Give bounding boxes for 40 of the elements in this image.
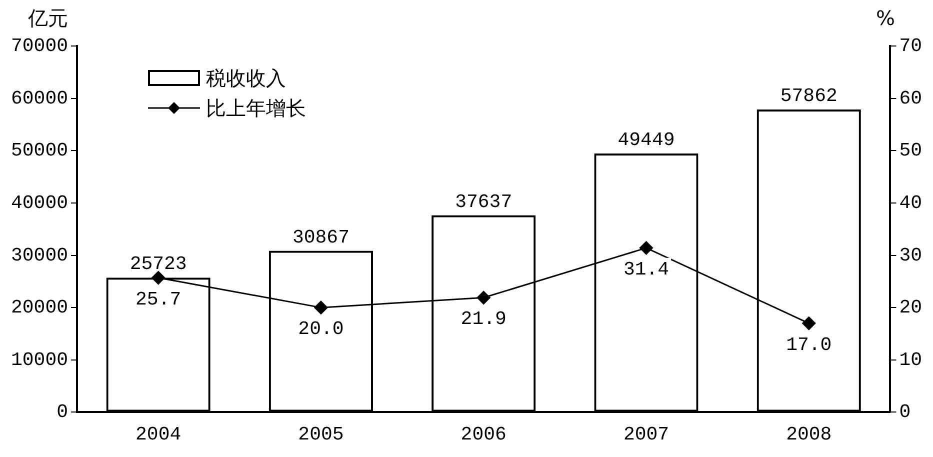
point bbox=[152, 271, 166, 285]
y2-axis-title: % bbox=[876, 6, 895, 30]
point bbox=[314, 300, 328, 314]
x-tick-label: 2006 bbox=[460, 424, 506, 446]
y-tick-label: 30000 bbox=[10, 244, 68, 266]
legend-label: 税收收入 bbox=[206, 64, 286, 92]
y2-tick-label: 0 bbox=[899, 401, 911, 424]
point bbox=[476, 290, 490, 304]
data-label: 25723 bbox=[130, 253, 187, 276]
y2-tick-label: 70 bbox=[899, 35, 922, 58]
legend-label: 比上年增长 bbox=[206, 94, 306, 122]
y-axis-title: 亿元 bbox=[27, 6, 68, 30]
y2-tick-label: 60 bbox=[899, 87, 922, 110]
data-label: 20.0 bbox=[298, 318, 344, 340]
data-label: 21.9 bbox=[460, 308, 506, 330]
data-label: 30867 bbox=[292, 226, 350, 248]
data-label: 17.0 bbox=[786, 334, 832, 356]
y2-tick-label: 10 bbox=[899, 348, 922, 371]
y-tick-label: 70000 bbox=[10, 35, 68, 58]
data-label: 57862 bbox=[780, 85, 838, 108]
y-tick-label: 60000 bbox=[10, 87, 68, 110]
x-tick-label: 2004 bbox=[136, 424, 182, 446]
y-tick-label: 10000 bbox=[10, 348, 68, 371]
y2-tick-label: 40 bbox=[899, 192, 922, 214]
data-label: 31.4 bbox=[623, 258, 670, 280]
x-tick-label: 2008 bbox=[786, 424, 832, 446]
y2-tick-label: 30 bbox=[899, 244, 922, 266]
y-tick-label: 20000 bbox=[10, 296, 68, 319]
point bbox=[802, 316, 816, 330]
x-tick-label: 2007 bbox=[623, 424, 670, 446]
data-label: 49449 bbox=[618, 129, 675, 152]
x-tick-label: 2005 bbox=[298, 424, 344, 446]
data-label: 25.7 bbox=[136, 288, 182, 310]
y2-tick-label: 50 bbox=[899, 140, 922, 162]
y-tick-label: 0 bbox=[56, 401, 68, 424]
y2-tick-label: 20 bbox=[899, 296, 922, 319]
y-tick-label: 50000 bbox=[10, 140, 68, 162]
point bbox=[639, 241, 653, 255]
data-label: 37637 bbox=[455, 190, 512, 213]
y-tick-label: 40000 bbox=[10, 192, 68, 214]
